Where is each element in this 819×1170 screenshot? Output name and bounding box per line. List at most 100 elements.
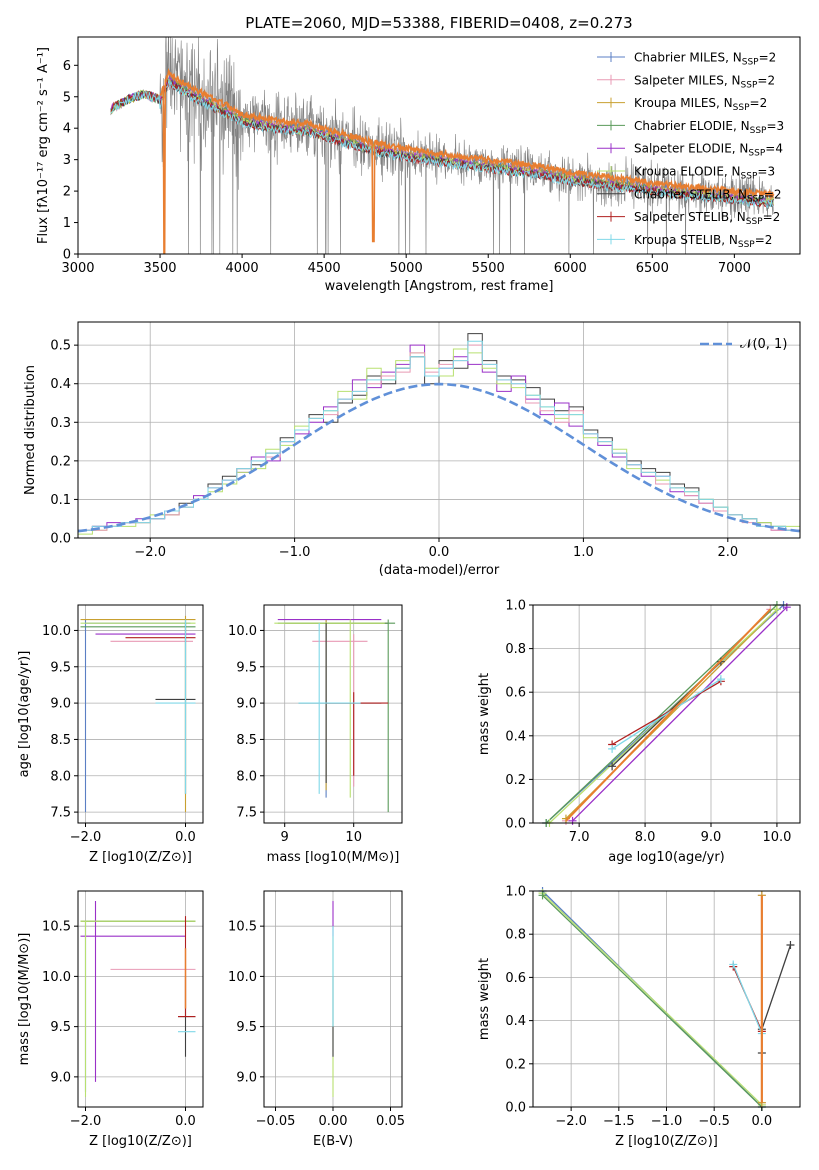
point-marker — [608, 762, 617, 771]
y-tick-label: 8.5 — [236, 733, 257, 748]
legend-entry: Chabrier MILES, NSSP=2 — [634, 51, 776, 68]
y-tick-label: 10.0 — [228, 624, 257, 639]
x-axis-label: mass [log10(M/M⊙)] — [267, 850, 400, 865]
mass-weight-line-2 — [542, 894, 763, 1108]
legend-suffix: =3 — [757, 165, 775, 179]
y-tick-label: 9.0 — [236, 1070, 257, 1085]
point-marker — [608, 744, 617, 753]
y-tick-label: 9.5 — [236, 660, 257, 675]
y-tick-label: 7.5 — [50, 806, 71, 821]
legend-subscript: SSP — [742, 58, 759, 68]
y-tick-label: 9.5 — [236, 1020, 257, 1035]
y-tick-label: 0.4 — [505, 729, 526, 744]
y-tick-label: 0.4 — [50, 377, 71, 392]
y-tick-label: 8.0 — [236, 769, 257, 784]
mass-weight-line-7 — [732, 964, 763, 1034]
x-axis-label: Z [log10(Z/Z⊙)] — [89, 850, 192, 865]
y-tick-label: 0.1 — [50, 493, 71, 508]
y-tick-label: 0.0 — [50, 532, 71, 547]
legend-entry-gauss: 𝒩(0, 1) — [740, 337, 787, 352]
y-tick-label: 0.8 — [505, 928, 526, 943]
legend-subscript: SSP — [733, 103, 750, 113]
x-tick-label: −2.0 — [70, 830, 102, 845]
x-tick-label: 10 — [345, 830, 362, 845]
y-tick-label: 1.0 — [505, 885, 526, 900]
legend-subscript: SSP — [747, 194, 764, 204]
mass-weight-line-1 — [542, 892, 763, 1106]
y-tick-label: 0.3 — [50, 416, 71, 431]
legend-suffix: =2 — [750, 96, 768, 110]
axes-5 — [78, 891, 203, 1107]
x-tick-label: −2.0 — [70, 1114, 102, 1129]
legend-subscript: SSP — [741, 172, 758, 182]
x-tick-label: −1.0 — [279, 545, 311, 560]
y-tick-label: 0.2 — [505, 773, 526, 788]
x-tick-label: −2.0 — [134, 545, 166, 560]
axes-frame — [77, 604, 204, 824]
legend-entry: Salpeter ELODIE, NSSP=4 — [634, 142, 783, 159]
x-tick-label: 3500 — [143, 261, 176, 276]
x-axis-label: Z [log10(Z/Z⊙)] — [615, 1134, 718, 1149]
point-marker — [716, 675, 725, 684]
x-tick-label: 4000 — [226, 261, 259, 276]
x-axis-label: E(B-V) — [313, 1134, 353, 1149]
mass-weight-line-5 — [761, 944, 792, 1053]
x-tick-label: 7.0 — [569, 830, 590, 845]
point-marker — [772, 605, 781, 614]
legend-suffix: =2 — [759, 51, 777, 65]
x-tick-label: 5500 — [472, 261, 505, 276]
x-tick-label: −2.0 — [555, 1114, 587, 1129]
gaussian-curve — [77, 382, 801, 533]
y-tick-label: 4 — [63, 122, 71, 137]
point-marker — [729, 960, 738, 969]
x-tick-label: 9 — [281, 830, 289, 845]
y-axis-label: age [log10(age/yr)] — [17, 651, 32, 778]
legend-suffix: =4 — [765, 142, 783, 156]
y-tick-label: 0 — [63, 248, 71, 263]
x-tick-label: 5000 — [390, 261, 423, 276]
y-axis-label: Normed distribution — [23, 365, 38, 495]
legend-entry: Kroupa STELIB, NSSP=2 — [634, 233, 772, 250]
mass-weight-line-4 — [572, 606, 788, 822]
mass-weight-line-7 — [611, 680, 722, 746]
y-tick-label: 8.0 — [50, 769, 71, 784]
x-tick-label: 8.0 — [635, 830, 656, 845]
x-tick-label: 0.00 — [319, 1114, 348, 1129]
legend-suffix: =3 — [766, 119, 784, 133]
y-tick-label: 0.5 — [50, 339, 71, 354]
y-axis-label: mass weight — [477, 958, 492, 1040]
x-tick-label: 0.0 — [752, 1114, 773, 1129]
y-tick-label: 2 — [63, 185, 71, 200]
y-tick-label: 8.5 — [50, 733, 71, 748]
model-line-8 — [110, 79, 774, 209]
x-tick-label: 4500 — [308, 261, 341, 276]
x-tick-label: 0.0 — [175, 1114, 196, 1129]
y-tick-label: 3 — [63, 153, 71, 168]
highlight-model-line — [159, 68, 775, 254]
mass-weight-line-8 — [611, 678, 722, 750]
axes-frame — [77, 890, 204, 1108]
y-tick-label: 0.8 — [505, 642, 526, 657]
x-tick-label: 0.0 — [175, 830, 196, 845]
y-tick-label: 1 — [63, 216, 71, 231]
x-axis-label: (data-model)/error — [379, 563, 500, 578]
y-tick-label: 10.5 — [42, 920, 71, 935]
point-marker — [538, 891, 547, 900]
y-tick-label: 9.0 — [50, 697, 71, 712]
y-tick-label: 0.6 — [505, 686, 526, 701]
x-tick-label: −0.5 — [698, 1114, 730, 1129]
x-tick-label: 3000 — [61, 261, 94, 276]
x-tick-label: −1.0 — [651, 1114, 683, 1129]
y-tick-label: 5 — [63, 90, 71, 105]
y-tick-label: 10.5 — [228, 920, 257, 935]
legend-subscript: SSP — [748, 149, 765, 159]
x-tick-label: 0.0 — [429, 545, 450, 560]
x-axis-label: wavelength [Angstrom, rest frame] — [325, 279, 554, 294]
y-tick-label: 10.0 — [228, 970, 257, 985]
y-tick-label: 9.0 — [50, 1070, 71, 1085]
x-tick-label: 10.0 — [762, 830, 791, 845]
y-axis-label: mass [log10(M/M⊙)] — [17, 933, 32, 1066]
legend-subscript: SSP — [750, 126, 767, 136]
y-tick-label: 10.0 — [42, 624, 71, 639]
